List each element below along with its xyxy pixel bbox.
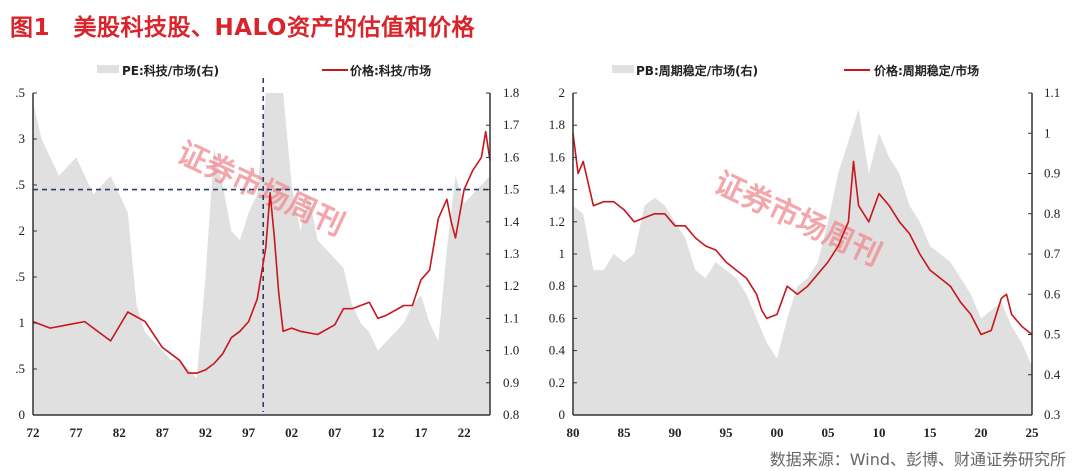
legend-swatch-area xyxy=(612,65,634,73)
left-tick-label: 0 xyxy=(559,407,566,422)
right-tick-label: 1.3 xyxy=(503,246,519,261)
chart-1: 证券市场周刊.53.52.51.501.81.71.61.51.41.31.21… xyxy=(15,63,520,440)
left-tick-label: 0.2 xyxy=(549,375,565,390)
right-tick-label: 1.8 xyxy=(503,85,519,100)
x-tick-label: 97 xyxy=(242,425,256,440)
right-tick-label: 0.9 xyxy=(503,375,519,390)
right-tick-label: 1.0 xyxy=(503,343,519,358)
right-tick-label: 0.9 xyxy=(1044,166,1060,181)
left-tick-label: 2 xyxy=(19,223,26,238)
x-tick-label: 02 xyxy=(285,425,298,440)
right-tick-label: 0.7 xyxy=(1044,246,1061,261)
figure-title: 图1 美股科技股、HALO资产的估值和价格 xyxy=(10,15,475,41)
left-tick-label: 3 xyxy=(19,131,26,146)
x-tick-label: 20 xyxy=(975,425,988,440)
left-tick-label: 0 xyxy=(19,407,26,422)
right-tick-label: 0.6 xyxy=(1044,286,1061,301)
right-tick-label: 0.3 xyxy=(1044,407,1060,422)
right-tick-label: 0.4 xyxy=(1044,367,1061,382)
x-tick-label: 92 xyxy=(199,425,212,440)
legend-label: 价格:科技/市场 xyxy=(350,63,431,78)
legend-label: PB:周期稳定/市场(右) xyxy=(636,63,758,78)
legend-label: 价格:周期稳定/市场 xyxy=(874,63,979,78)
right-tick-label: 1.5 xyxy=(503,182,519,197)
price-line xyxy=(572,133,1033,336)
left-tick-label: 0.4 xyxy=(549,343,566,358)
x-tick-label: 00 xyxy=(771,425,784,440)
right-tick-label: 0.8 xyxy=(1044,206,1060,221)
left-tick-label: 1.2 xyxy=(549,214,565,229)
left-tick-label: 2 xyxy=(559,85,566,100)
price-line xyxy=(32,130,491,374)
left-tick-label: 1.6 xyxy=(549,149,566,164)
right-tick-label: 1.4 xyxy=(503,214,520,229)
x-tick-label: 25 xyxy=(1026,425,1040,440)
x-tick-label: 77 xyxy=(70,425,84,440)
left-tick-label: 1 xyxy=(19,315,26,330)
legend-label: PE:科技/市场(右) xyxy=(122,63,219,78)
x-tick-label: 07 xyxy=(328,425,342,440)
x-tick-label: 90 xyxy=(669,425,682,440)
right-tick-label: 1.2 xyxy=(503,278,519,293)
x-tick-label: 87 xyxy=(156,425,170,440)
left-tick-label: .5 xyxy=(15,177,25,192)
right-tick-label: 0.8 xyxy=(503,407,519,422)
right-tick-label: 1.6 xyxy=(503,149,520,164)
right-tick-label: 1.7 xyxy=(503,117,520,132)
x-tick-label: 80 xyxy=(567,425,580,440)
valuation-area xyxy=(573,109,1032,415)
left-tick-label: 1.4 xyxy=(549,182,566,197)
x-tick-label: 12 xyxy=(371,425,384,440)
x-tick-label: 17 xyxy=(415,425,429,440)
x-tick-label: 10 xyxy=(873,425,886,440)
x-tick-label: 82 xyxy=(113,425,126,440)
legend-swatch-area xyxy=(97,65,119,73)
right-tick-label: 1.1 xyxy=(1044,85,1060,100)
chart-2: 证券市场周刊21.81.61.41.210.80.60.40.201.110.9… xyxy=(549,63,1061,440)
x-tick-label: 22 xyxy=(458,425,471,440)
right-tick-label: 1 xyxy=(1044,125,1051,140)
x-tick-label: 05 xyxy=(822,425,836,440)
x-tick-label: 72 xyxy=(27,425,40,440)
right-tick-label: 0.5 xyxy=(1044,327,1060,342)
left-tick-label: 0.8 xyxy=(549,278,565,293)
x-tick-label: 15 xyxy=(924,425,938,440)
valuation-area xyxy=(33,93,490,415)
data-source-note: 数据来源：Wind、彭博、财通证券研究所 xyxy=(769,450,1066,469)
left-tick-label: .5 xyxy=(15,269,25,284)
x-tick-label: 95 xyxy=(720,425,734,440)
left-tick-label: 0.6 xyxy=(549,310,566,325)
left-tick-label: .5 xyxy=(15,361,25,376)
x-tick-label: 85 xyxy=(618,425,632,440)
right-tick-label: 1.1 xyxy=(503,310,519,325)
left-tick-label: .5 xyxy=(15,85,25,100)
left-tick-label: 1 xyxy=(559,246,566,261)
left-tick-label: 1.8 xyxy=(549,117,565,132)
